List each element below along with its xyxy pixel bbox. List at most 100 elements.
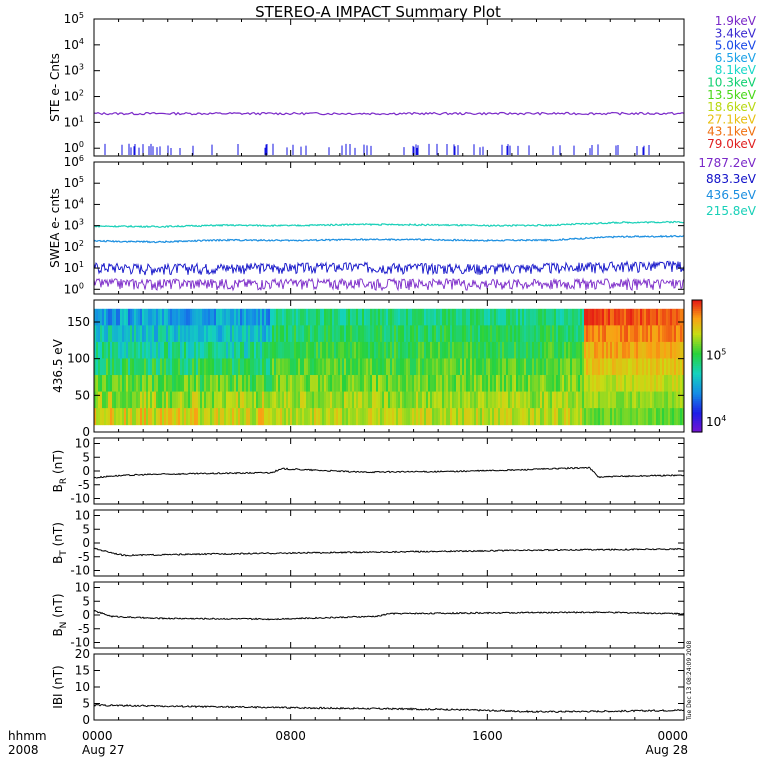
heatmap-cell <box>308 358 311 376</box>
heatmap-cell <box>640 375 643 393</box>
heatmap-cell <box>262 408 265 426</box>
heatmap-cell <box>112 308 115 326</box>
heatmap-cell <box>652 341 655 359</box>
heatmap-cell <box>564 325 567 343</box>
heatmap-cell <box>496 325 499 343</box>
heatmap-cell <box>338 341 341 359</box>
heatmap-cell <box>292 358 295 376</box>
legends: 1.9keV3.4keV5.0keV6.5keV8.1keV10.3keV13.… <box>698 14 756 218</box>
heatmap-cell <box>202 325 205 343</box>
heatmap-cell <box>512 358 515 376</box>
heatmap-cell <box>400 325 403 343</box>
heatmap-cell <box>342 325 345 343</box>
series-line-436.5eV <box>93 234 685 244</box>
heatmap-cell <box>312 308 315 326</box>
heatmap-cell <box>506 391 509 409</box>
heatmap-cell <box>156 308 159 326</box>
colorbar-segment <box>692 339 702 343</box>
heatmap-cell <box>674 408 677 426</box>
heatmap-cell <box>436 341 439 359</box>
heatmap-cell <box>344 375 347 393</box>
heatmap-cell <box>630 325 633 343</box>
heatmap-cell <box>596 325 599 343</box>
heatmap-cell <box>428 358 431 376</box>
heatmap-cell <box>596 341 599 359</box>
heatmap-cell <box>506 341 509 359</box>
heatmap-cell <box>572 341 575 359</box>
heatmap-cell <box>564 391 567 409</box>
heatmap-cell <box>446 308 449 326</box>
heatmap-cell <box>592 358 595 376</box>
heatmap-cell <box>230 308 233 326</box>
heatmap-cell <box>298 341 301 359</box>
heatmap-cell <box>158 358 161 376</box>
heatmap-cell <box>374 391 377 409</box>
heatmap-cell <box>436 408 439 426</box>
heatmap-cell <box>410 308 413 326</box>
heatmap-cell <box>576 358 579 376</box>
heatmap-cell <box>552 341 555 359</box>
heatmap-cell <box>598 358 601 376</box>
heatmap-cell <box>198 375 201 393</box>
heatmap-cell <box>526 308 529 326</box>
heatmap-cell <box>156 325 159 343</box>
heatmap-cell <box>632 341 635 359</box>
heatmap-cell <box>204 341 207 359</box>
heatmap-cell <box>576 375 579 393</box>
heatmap-cell <box>556 325 559 343</box>
heatmap-cell <box>426 308 429 326</box>
heatmap-cell <box>506 358 509 376</box>
heatmap-cell <box>320 358 323 376</box>
heatmap-cell <box>148 358 151 376</box>
heatmap-cell <box>314 308 317 326</box>
heatmap-cell <box>332 408 335 426</box>
heatmap-cell <box>662 325 665 343</box>
heatmap-cell <box>118 308 121 326</box>
heatmap-cell <box>680 358 683 376</box>
heatmap-cell <box>256 391 259 409</box>
heatmap-cell <box>376 358 379 376</box>
colorbar-segment <box>692 324 702 327</box>
heatmap-cell <box>334 308 337 326</box>
heatmap-cell <box>618 375 621 393</box>
heatmap-cell <box>218 308 221 326</box>
heatmap-cell <box>138 391 141 409</box>
heatmap-cell <box>402 391 405 409</box>
heatmap-cell <box>622 408 625 426</box>
heatmap-cell <box>122 408 125 426</box>
heatmap-cell <box>492 325 495 343</box>
heatmap-cell <box>348 341 351 359</box>
heatmap-cell <box>338 391 341 409</box>
heatmap-cell <box>224 325 227 343</box>
heatmap-cell <box>240 325 243 343</box>
heatmap-cell <box>402 408 405 426</box>
heatmap-cell <box>280 375 283 393</box>
heatmap-cell <box>464 358 467 376</box>
heatmap-cell <box>624 375 627 393</box>
heatmap-cell <box>128 408 131 426</box>
heatmap-cell <box>166 325 169 343</box>
heatmap-cell <box>342 391 345 409</box>
heatmap-cell <box>276 325 279 343</box>
heatmap-cell <box>388 408 391 426</box>
legend-entry: 3.4keV <box>715 26 757 40</box>
heatmap-cell <box>264 375 267 393</box>
heatmap-cell <box>484 408 487 426</box>
heatmap-cell <box>464 375 467 393</box>
y-tick-label: -10 <box>70 636 90 650</box>
heatmap-cell <box>542 391 545 409</box>
heatmap-cell <box>518 341 521 359</box>
heatmap-cell <box>136 391 139 409</box>
heatmap-cell <box>286 358 289 376</box>
heatmap-cell <box>328 408 331 426</box>
heatmap-cell <box>390 308 393 326</box>
heatmap-cell <box>346 308 349 326</box>
heatmap-cell <box>202 375 205 393</box>
heatmap-cell <box>414 408 417 426</box>
heatmap-cell <box>456 408 459 426</box>
heatmap-cell <box>422 375 425 393</box>
heatmap-cell <box>300 391 303 409</box>
heatmap-cell <box>532 358 535 376</box>
